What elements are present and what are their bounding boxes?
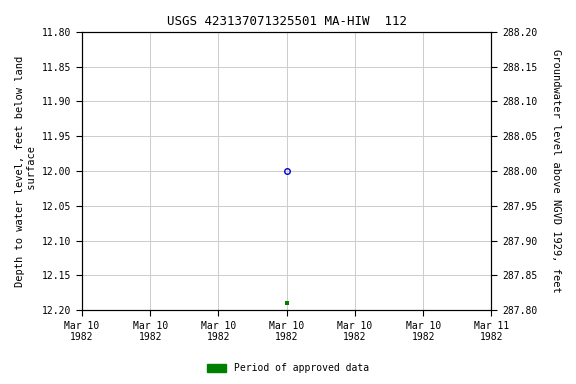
- Legend: Period of approved data: Period of approved data: [203, 359, 373, 377]
- Y-axis label: Depth to water level, feet below land
 surface: Depth to water level, feet below land su…: [15, 55, 37, 286]
- Title: USGS 423137071325501 MA-HIW  112: USGS 423137071325501 MA-HIW 112: [166, 15, 407, 28]
- Y-axis label: Groundwater level above NGVD 1929, feet: Groundwater level above NGVD 1929, feet: [551, 49, 561, 293]
